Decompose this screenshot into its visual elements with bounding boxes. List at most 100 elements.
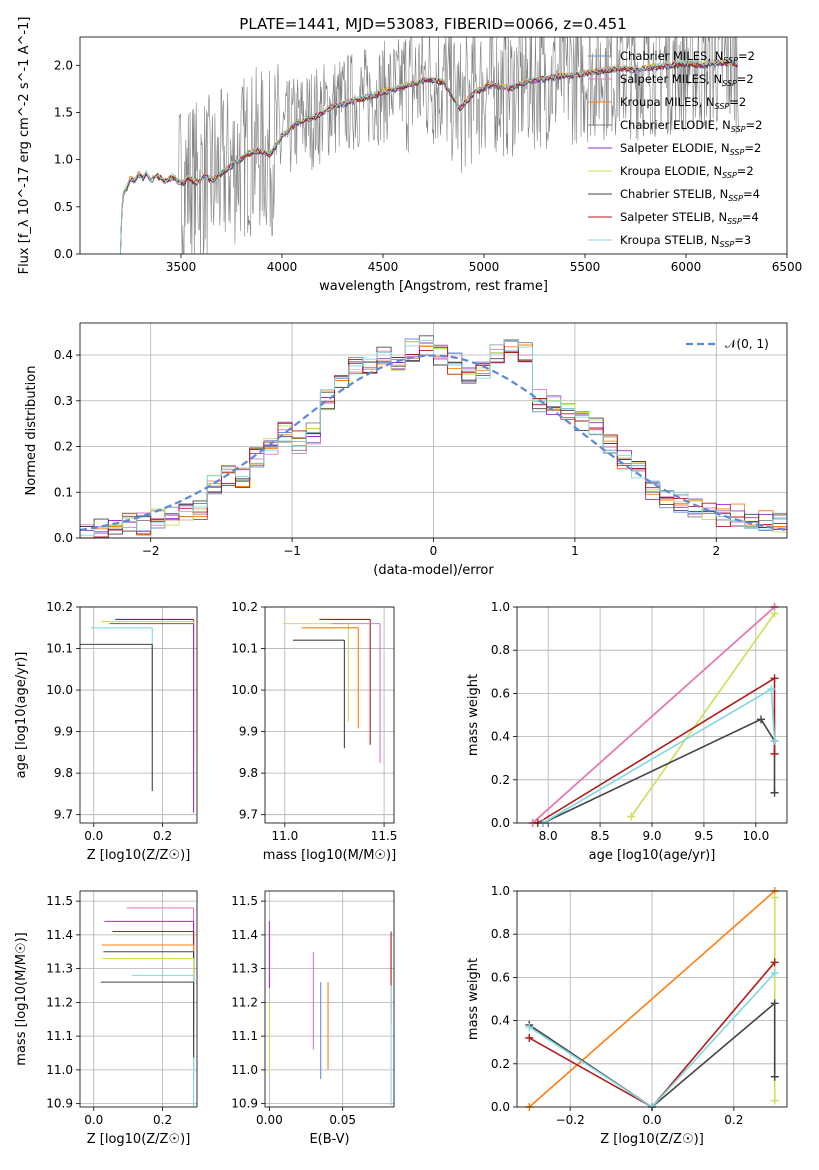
legend-label: Salpeter ELODIE, NSSP=2 [620,141,761,157]
x-tick-label: 11.5 [371,829,398,843]
y-tick-label: 1.0 [491,600,510,614]
x-tick-label: 0.2 [153,829,172,843]
plot-area [79,334,788,539]
x-axis-label: Z [log10(Z/Z☉)] [600,1132,704,1147]
x-tick-label: 0 [430,544,438,558]
x-tick-label: 4000 [267,260,298,274]
legend-label: Kroupa ELODIE, NSSP=2 [620,164,754,180]
y-tick-label: 0.0 [54,247,73,261]
x-tick-label: 10.0 [742,829,769,843]
legend-label: Kroupa STELIB, NSSP=3 [620,233,751,249]
legend-label-text: Chabrier ELODIE, N [620,118,731,132]
residuals-panel: −2 −1 0 1 2 0.0 0.1 0.2 0.3 0.4 (data-model)/error… [24,322,788,578]
legend-label-tail: =2 [737,72,754,86]
y-tick-label: 0.4 [491,730,510,744]
x-axis-label: Z [log10(Z/Z☉)] [87,848,191,863]
x-tick-label: 0.0 [84,1113,103,1127]
y-tick-label: 9.9 [54,725,73,739]
x-axis-label: Z [log10(Z/Z☉)] [87,1132,191,1147]
x-tick-label: 9.5 [694,829,713,843]
legend-label: Chabrier MILES, NSSP=2 [620,49,755,65]
plot-area [100,907,195,1107]
plot-area [268,921,392,1106]
legend-label-text: Chabrier STELIB, N [620,187,728,201]
y-tick-label: 11.3 [46,962,73,976]
y-tick-label: 0.5 [54,200,73,214]
x-tick-label: −0.2 [556,1113,585,1127]
model-line-kroupa-stelib [120,58,738,254]
y-axis-label: Flux [f_λ 10^-17 erg cm^-2 s^-1 A^-1] [17,17,32,275]
legend-label-tail: =2 [737,164,754,178]
x-tick-label: 8.0 [539,829,558,843]
x-tick-label: 6000 [671,260,702,274]
mass-weight-marker [627,812,636,821]
mass-weight-marker [770,969,779,978]
legend-label-tail: =3 [734,233,751,247]
legend-label-tail: =4 [743,187,760,201]
y-tick-label: 11.4 [231,928,258,942]
y-axis-label: mass [log10(M/M☉)] [14,932,29,1065]
mass-weight-marker [525,1023,534,1032]
y-tick-label: 10.0 [46,683,73,697]
plot-area [120,37,739,254]
y-tick-label: 0.2 [491,773,510,787]
y-tick-label: 11.0 [46,1063,73,1077]
y-tick-label: 11.2 [231,995,258,1009]
y-axis-label: mass weight [466,958,481,1040]
mass-weight-marker [757,715,766,724]
x-tick-label: 0.0 [642,1113,661,1127]
mass-weight-line [532,606,776,824]
y-tick-label: 9.9 [239,725,258,739]
legend-label-tail: =2 [738,49,755,63]
y-tick-label: 11.5 [231,894,258,908]
legend-label: Kroupa MILES, NSSP=2 [620,95,746,111]
legend-label-text: Kroupa MILES, N [620,95,715,109]
legend-label-text: Salpeter STELIB, N [620,210,727,224]
mass-weight-marker [770,788,779,797]
y-tick-label: 11.0 [231,1063,258,1077]
x-axis-label: mass [log10(M/M☉)] [263,848,396,863]
y-tick-label: 11.1 [46,1029,73,1043]
mass-weight-line [542,718,776,824]
y-tick-label: 9.8 [54,766,73,780]
x-axis-label: (data-model)/error [373,563,494,578]
legend-label-sub: SSP [715,102,730,111]
massweight-vs-age-panel: 8.0 8.5 9.0 9.5 10.0 0.0 0.2 0.4 0.6 0.8 1.0 age [l… [466,600,788,863]
legend-label-tail: =2 [729,95,746,109]
x-tick-label: 4500 [368,260,399,274]
x-tick-label: −1 [283,544,301,558]
x-tick-label: 5500 [570,260,601,274]
legend-label-sub: SSP [722,171,737,180]
mass-weight-line [528,1001,776,1109]
age-vs-z-panel: 0.0 0.2 9.7 9.8 9.9 10.0 10.1 10.2 Z [log10(Z/Z☉… [14,600,198,863]
x-axis-label: age [log10(age/yr)] [589,848,716,863]
y-tick-label: 0.0 [491,816,510,830]
legend-label-sub: SSP [722,79,737,88]
legend-label-sub: SSP [730,148,745,157]
spectrum-lines [120,37,739,254]
x-tick-label: −2 [142,544,160,558]
y-tick-label: 10.1 [46,642,73,656]
axes-frame [79,606,198,824]
mass-weight-marker [525,1033,534,1042]
legend-label: Chabrier ELODIE, NSSP=2 [620,118,762,134]
legend-label-sub: SSP [728,194,743,203]
legend-label-text: Chabrier MILES, N [620,49,723,63]
legend-label: 𝒩(0, 1) [725,337,769,351]
legend-label-tail: =2 [744,141,761,155]
x-tick-label: 6500 [772,260,803,274]
mass-weight-line [528,890,776,1108]
y-axis-label: mass weight [466,674,481,756]
normal-curve [79,354,788,532]
y-tick-label: 0.4 [491,1014,510,1028]
mass-weight-marker [770,736,779,745]
mass-vs-ebv-panel: 0.00 0.05 10.9 11.0 11.1 11.2 11.3 11.4 11.5 E(B-… [231,890,395,1147]
x-tick-label: 2 [712,544,720,558]
y-tick-label: 1.0 [54,153,73,167]
y-tick-label: 1.0 [491,884,510,898]
legend-label-sub: SSP [727,217,742,226]
legend-label-tail: =2 [746,118,763,132]
y-tick-label: 0.0 [491,1100,510,1114]
